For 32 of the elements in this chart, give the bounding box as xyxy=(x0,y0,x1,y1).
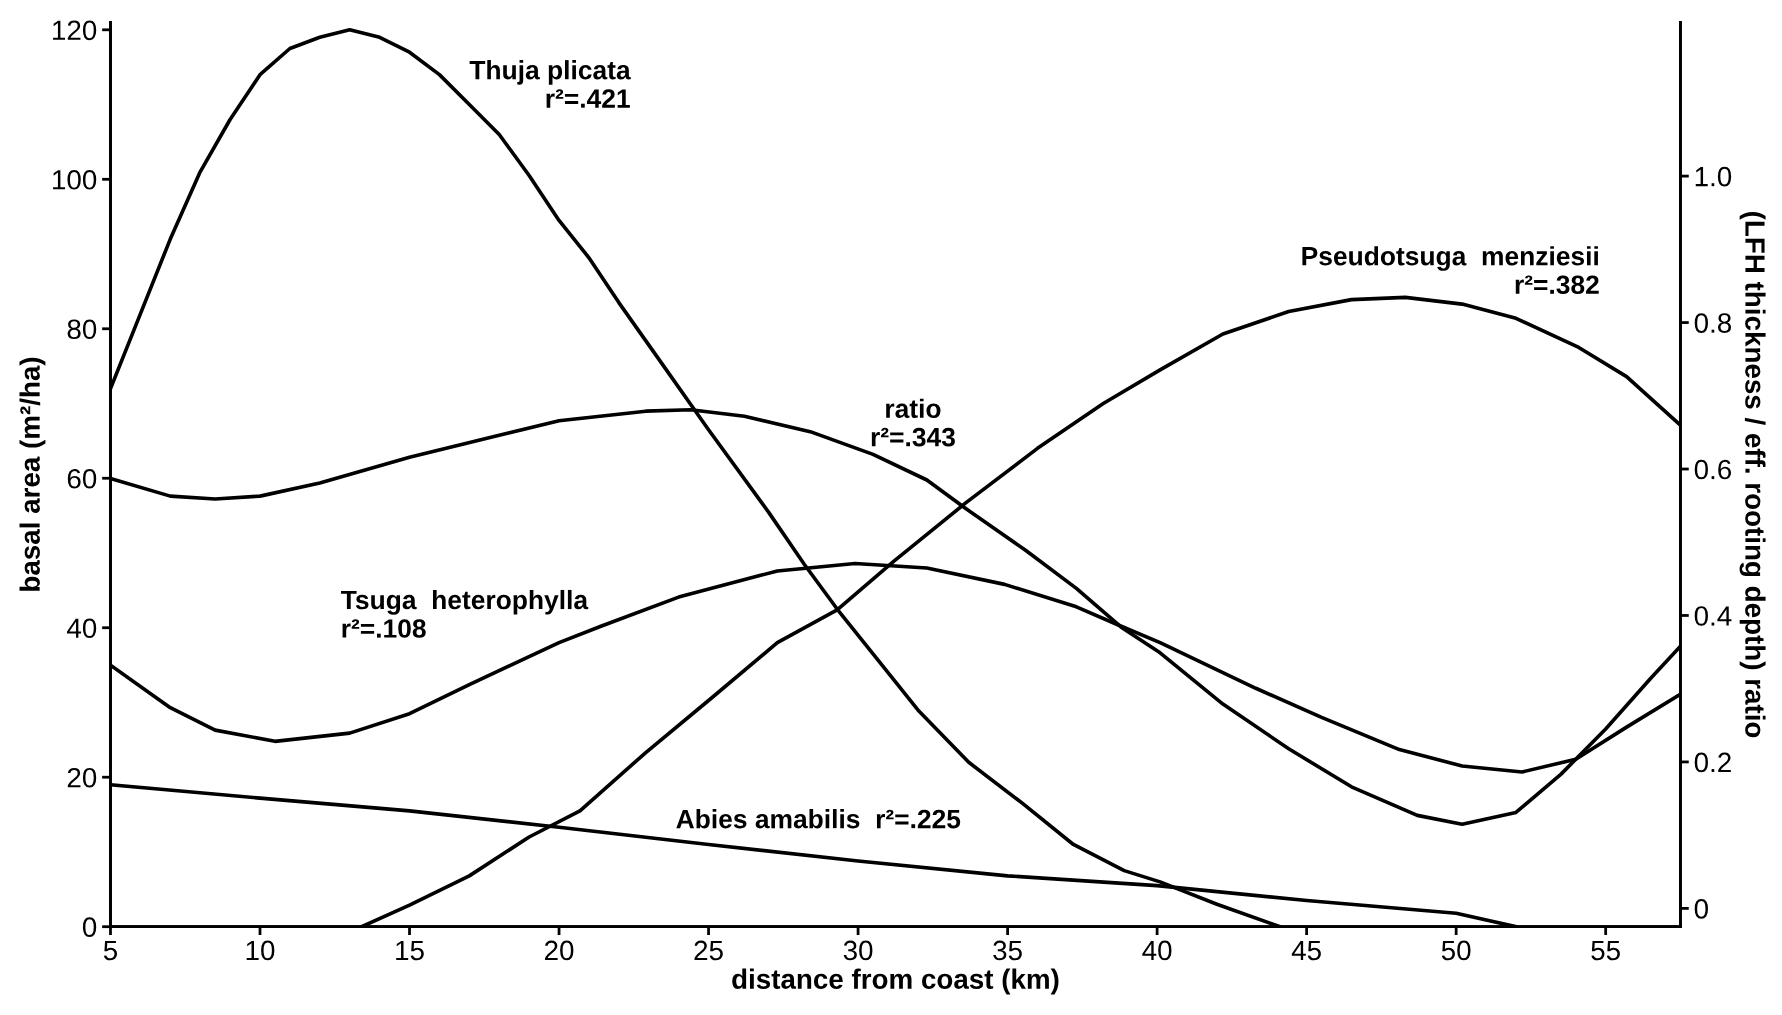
y-tick-label: 100 xyxy=(53,169,97,190)
x-tick-label: 15 xyxy=(396,940,424,961)
x-tick-label: 45 xyxy=(1291,940,1321,961)
x-tick-label: 35 xyxy=(993,940,1022,961)
x-tick-label: 10 xyxy=(246,940,275,961)
x-tick-label: 25 xyxy=(694,940,723,961)
x-tick-label: 55 xyxy=(1591,940,1620,961)
y2-tick-label: 0.6 xyxy=(1694,459,1732,480)
y2-tick-label: 0.4 xyxy=(1694,606,1732,626)
x-tick-label: 50 xyxy=(1441,940,1471,961)
y-tick-label: 80 xyxy=(67,319,97,340)
y2-axis-title: (LFH thickness / eff. rooting depth) ratio xyxy=(1739,212,1766,738)
x-tick-label: 5 xyxy=(103,940,118,961)
y-tick-label: 40 xyxy=(67,618,97,639)
series-label: Tsuga heterophylla r²=.108 xyxy=(341,589,589,638)
y-tick-label: 120 xyxy=(53,20,97,41)
y2-tick-label: 0 xyxy=(1694,899,1708,919)
series-label: Abies amabilis r²=.225 xyxy=(676,809,961,829)
y2-tick-label: 0.8 xyxy=(1694,313,1732,333)
series-label: ratio r²=.343 xyxy=(871,398,955,447)
x-tick-label: 20 xyxy=(544,940,574,961)
y2-tick-label: 0.2 xyxy=(1694,752,1731,773)
x-axis-title: distance from coast (km) xyxy=(732,968,1059,995)
series-label: Thuja plicata r²=.421 xyxy=(469,60,631,108)
series-label: Pseudotsuga menziesii r²=.382 xyxy=(1302,246,1599,295)
y-tick-label: 0 xyxy=(82,917,97,938)
y-tick-label: 60 xyxy=(67,468,97,489)
x-tick-label: 30 xyxy=(843,940,873,961)
y-tick-label: 20 xyxy=(67,767,97,788)
y-axis-title: basal area (m²/ha) xyxy=(19,357,46,591)
x-tick-label: 40 xyxy=(1142,940,1172,961)
y2-tick-label: 1.0 xyxy=(1695,166,1732,187)
